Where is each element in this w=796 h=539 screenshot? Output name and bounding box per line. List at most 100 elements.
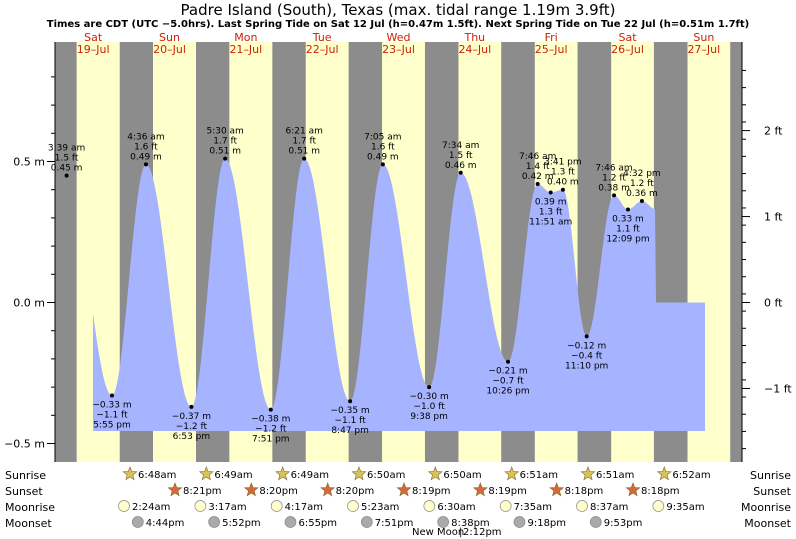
m-tick-label: 0.5 m [13, 156, 45, 169]
moonrise-circle-icon [118, 500, 130, 512]
tide-label-line: 1.2 ft [630, 179, 654, 189]
moonrise-circle-icon [499, 500, 512, 512]
tide-point [548, 190, 553, 195]
tide-point [348, 399, 353, 404]
moonrise-time: 8:37am [590, 502, 628, 513]
m-tick-label: 0.0 m [13, 297, 45, 310]
day-name: Wed [387, 31, 411, 44]
moonset-circle-icon [284, 516, 297, 528]
tide-label-line: 1.4 ft [526, 162, 550, 172]
moonrise-circle-icon [194, 500, 207, 512]
sunrise-star-icon [275, 466, 291, 481]
sunset-star-icon [243, 482, 259, 497]
astronomy-rows: Sunrise Sunset Moonrise Moonset Sunrise … [5, 469, 792, 530]
tide-label-line: −0.33 m [92, 401, 131, 411]
new-moon-time: 2:12pm [463, 527, 502, 538]
sunset-time: 8:20pm [259, 486, 298, 497]
tide-label-line: 1.7 ft [213, 137, 237, 147]
day-name: Fri [545, 31, 558, 44]
moonrise-time: 7:35am [514, 502, 552, 513]
sunrise-time: 6:50am [367, 470, 405, 481]
tide-point [302, 156, 307, 161]
tide-label: −0.37 m−1.2 ft6:53 pm [172, 412, 211, 442]
tide-label-line: 8:47 pm [331, 426, 369, 436]
tide-area [93, 158, 705, 431]
tide-label-line: 7:46 am [595, 163, 632, 173]
day-name: Sat [84, 31, 103, 44]
sunrise-star-icon [122, 466, 138, 481]
sunrise-star-icon [580, 466, 596, 481]
moonset-time: 8:38pm [451, 518, 490, 529]
row-label-moonrise-right: Moonrise [741, 501, 791, 514]
tide-label: 3:39 am1.5 ft0.45 m [48, 144, 85, 174]
tide-label-line: 4:36 am [127, 132, 164, 142]
row-label-sunrise: Sunrise [5, 469, 46, 482]
sunrise-time: 6:51am [520, 470, 558, 481]
day-date: 24–Jul [458, 43, 491, 56]
tide-label: 4:36 am1.6 ft0.49 m [127, 132, 164, 162]
sunrise-time: 6:49am [214, 470, 252, 481]
sunrise-time: 6:52am [672, 470, 710, 481]
tide-label-line: 0.49 m [130, 152, 162, 162]
tide-label: −0.35 m−1.1 ft8:47 pm [330, 406, 369, 436]
tide-label: 7:46 am1.2 ft0.38 m [595, 163, 632, 193]
tide-point [109, 393, 114, 398]
tide-point [64, 173, 69, 178]
tide-label-line: −0.37 m [172, 412, 211, 422]
tide-label: −0.38 m−1.2 ft7:51 pm [251, 415, 290, 445]
tide-label-line: 9:38 pm [410, 412, 448, 422]
tide-label-line: 1.1 ft [616, 224, 640, 234]
moonset-time: 9:18pm [527, 518, 566, 529]
tide-label-line: 5:30 am [206, 127, 243, 137]
day-name: Tue [312, 31, 332, 44]
tide-point [189, 404, 194, 409]
tide-label-line: 1.5 ft [449, 151, 473, 161]
day-date: 25–Jul [535, 43, 568, 56]
tide-label-line: −0.12 m [567, 341, 606, 351]
moonset-time: 6:55pm [298, 518, 337, 529]
tide-label-line: 0.42 m [522, 172, 554, 182]
moonrise-time: 6:30am [437, 502, 475, 513]
tide-label-line: −0.38 m [251, 415, 290, 425]
m-tick-label: −0.5 m [4, 438, 45, 451]
moonrise-time: 2:24am [132, 502, 170, 513]
tide-label-line: 1.6 ft [371, 142, 395, 152]
chart-title: Padre Island (South), Texas (max. tidal … [181, 1, 616, 19]
tide-point [625, 207, 630, 212]
tide-label-line: 5:55 pm [93, 421, 131, 431]
sunrise-star-icon [427, 466, 443, 481]
new-moon-separator: | [459, 527, 462, 538]
tide-label: −0.33 m−1.1 ft5:55 pm [92, 401, 131, 431]
moonset-time: 5:52pm [222, 518, 261, 529]
tide-label: 7:46 am1.4 ft0.42 m [519, 152, 556, 182]
sunrise-time: 6:51am [596, 470, 634, 481]
ft-tick-label: −1 ft [764, 382, 792, 395]
sunrise-time: 6:50am [443, 470, 481, 481]
tide-label-line: 0.46 m [445, 161, 477, 171]
day-date: 20–Jul [153, 43, 186, 56]
tide-point [535, 182, 540, 187]
tide-point [584, 334, 589, 339]
tide-point [380, 162, 385, 167]
sunrise-star-icon [504, 466, 520, 481]
moonrise-circle-icon [576, 500, 588, 512]
sunrise-time: 6:48am [138, 470, 176, 481]
tide-label-line: 11:10 pm [565, 361, 608, 371]
day-date: 21–Jul [229, 43, 262, 56]
tide-label-line: 0.51 m [288, 147, 320, 157]
sunset-time: 8:20pm [336, 486, 375, 497]
tide-label-line: 1.3 ft [551, 168, 575, 178]
astronomy-events: 6:48am 8:21pm 2:24am 4:44pm 6:49am 8:20pm 3:17… [118, 466, 711, 529]
day-name: Mon [234, 31, 257, 44]
tide-point [458, 170, 463, 175]
tide-label-line: −1.2 ft [176, 422, 208, 432]
tide-label-line: −1.2 ft [255, 425, 287, 435]
tide-point [560, 187, 565, 192]
moonrise-time: 9:35am [666, 502, 704, 513]
day-date: 23–Jul [382, 43, 415, 56]
tide-point [639, 198, 644, 203]
